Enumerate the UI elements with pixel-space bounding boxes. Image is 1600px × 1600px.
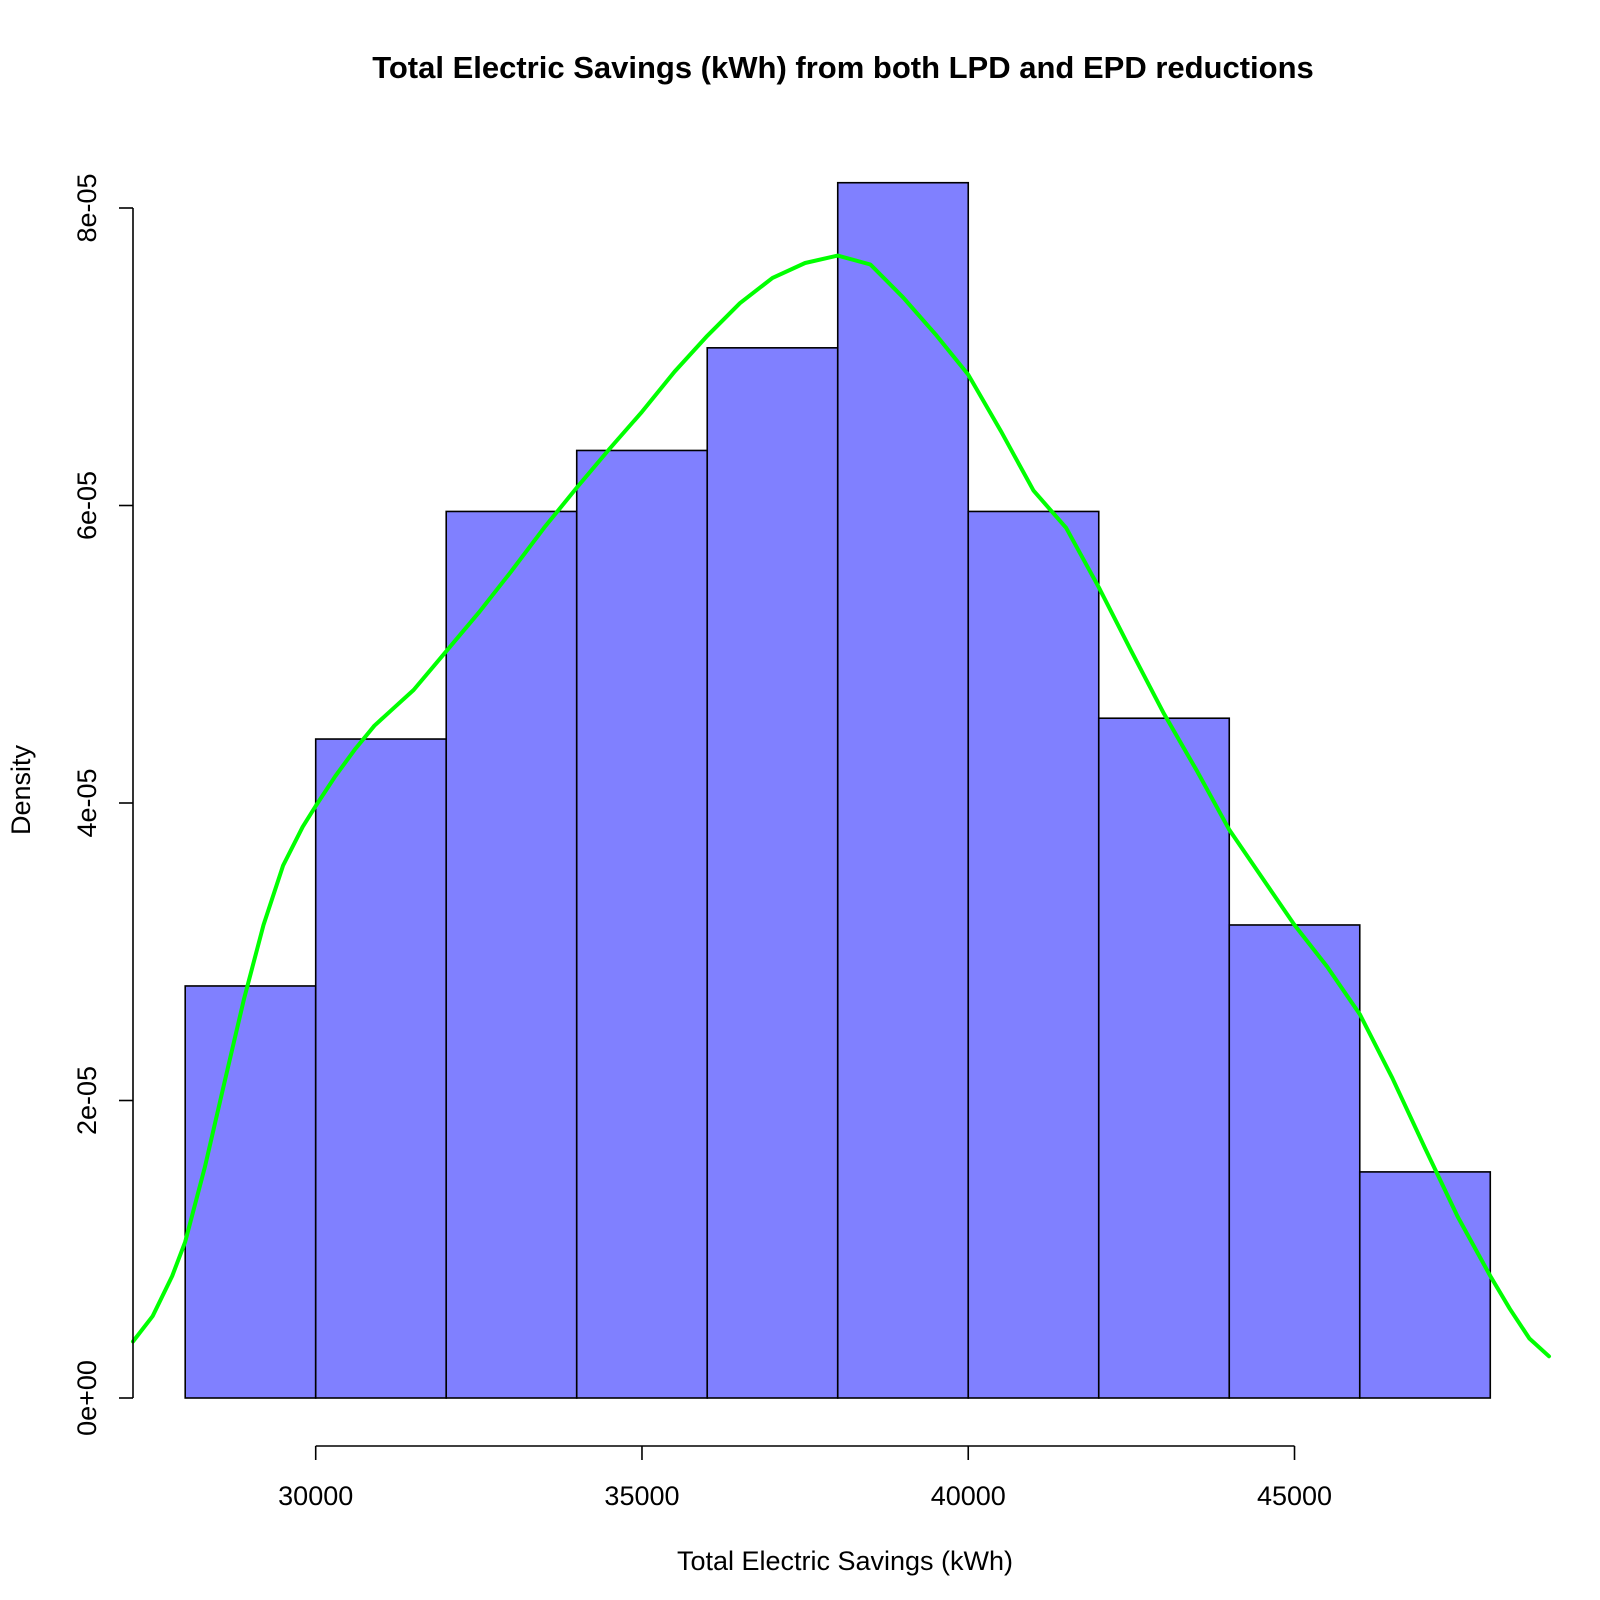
histogram-bar-7 [1097,717,1231,1399]
histogram-bar-1 [314,738,448,1399]
x-axis: 30000 35000 40000 45000 [278,1445,1332,1511]
y-tick-label-3: 6e-05 [72,471,102,540]
x-tick-label-2: 40000 [931,1481,1006,1511]
y-tick-label-2: 4e-05 [72,768,102,837]
x-tick-label-3: 45000 [1257,1481,1332,1511]
chart-title: Total Electric Savings (kWh) from both L… [372,50,1314,85]
x-axis-label: Total Electric Savings (kWh) [677,1546,1013,1576]
histogram-bar-4 [706,347,839,1399]
histogram-bar-0 [184,985,317,1399]
histogram-bar-3 [575,449,709,1399]
y-tick-label-0: 0e+00 [72,1360,102,1436]
y-tick-label-4: 8e-05 [72,173,102,242]
histogram-bar-8 [1228,924,1361,1399]
histogram-bar-6 [967,510,1100,1399]
y-tick-label-1: 2e-05 [72,1066,102,1135]
histogram-bar-5 [836,181,970,1399]
y-axis: 0e+00 2e-05 4e-05 6e-05 8e-05 [72,173,134,1436]
y-axis-label: Density [6,744,36,835]
density-curve [131,253,1551,1359]
bars-group [184,181,1492,1399]
histogram-bar-2 [445,510,578,1399]
x-tick-label-1: 35000 [604,1481,679,1511]
x-tick-label-0: 30000 [278,1481,353,1511]
histogram-bar-9 [1358,1171,1492,1399]
